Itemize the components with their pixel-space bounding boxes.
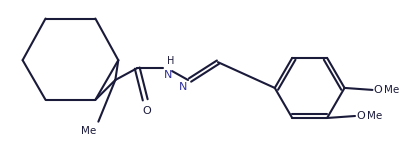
Text: O: O [356,111,365,121]
Text: N: N [179,82,187,92]
Text: Me: Me [367,111,382,121]
Text: Me: Me [81,126,96,136]
Text: O: O [374,85,382,95]
Text: O: O [143,106,152,116]
Text: Me: Me [384,85,399,95]
Text: H: H [167,56,174,66]
Text: N: N [164,70,173,80]
